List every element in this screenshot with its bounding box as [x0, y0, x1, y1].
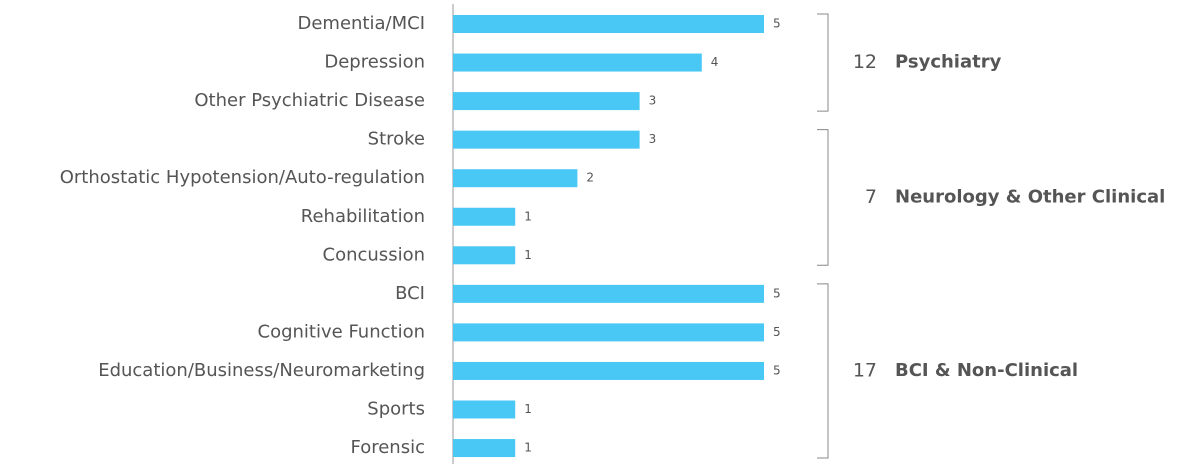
bar	[453, 207, 516, 226]
value-label: 5	[773, 363, 781, 377]
value-label: 3	[649, 94, 657, 108]
bar	[453, 284, 764, 303]
group-total: 7	[865, 186, 877, 208]
bar	[453, 323, 764, 342]
bar	[453, 130, 640, 149]
bar	[453, 92, 640, 111]
category-label: Concussion	[323, 244, 425, 265]
category-label: Dementia/MCI	[297, 13, 425, 34]
category-label: Forensic	[351, 437, 426, 458]
group-name: BCI & Non-Clinical	[895, 360, 1078, 381]
category-label: Other Psychiatric Disease	[194, 90, 425, 111]
group-name: Psychiatry	[895, 52, 1002, 73]
value-label: 5	[773, 286, 781, 300]
value-label: 5	[773, 17, 781, 31]
group-bracket	[817, 13, 829, 112]
bar	[453, 361, 764, 380]
value-label: 3	[649, 132, 657, 146]
bar	[453, 246, 516, 265]
group-total: 12	[853, 51, 877, 73]
bar	[453, 400, 516, 419]
bar	[453, 15, 764, 33]
value-label: 5	[773, 325, 781, 339]
category-label: Stroke	[368, 129, 425, 150]
bar	[453, 53, 702, 72]
group-total: 17	[853, 359, 877, 381]
bar	[453, 439, 516, 458]
bar	[453, 169, 578, 188]
value-label: 2	[586, 171, 594, 185]
group-bracket	[817, 129, 829, 266]
category-label: Cognitive Function	[258, 321, 425, 342]
category-label: Rehabilitation	[301, 206, 425, 227]
category-label: Sports	[367, 399, 425, 420]
category-label: Education/Business/Neuromarketing	[98, 360, 425, 381]
value-label: 1	[524, 402, 532, 416]
category-label: Depression	[324, 52, 425, 73]
category-label: Orthostatic Hypotension/Auto-regulation	[60, 167, 425, 188]
value-label: 4	[711, 55, 719, 69]
group-bracket	[817, 283, 829, 459]
value-label: 1	[524, 441, 532, 455]
value-label: 1	[524, 209, 532, 223]
value-label: 1	[524, 248, 532, 262]
category-label: BCI	[395, 283, 425, 304]
group-name: Neurology & Other Clinical	[895, 186, 1165, 207]
